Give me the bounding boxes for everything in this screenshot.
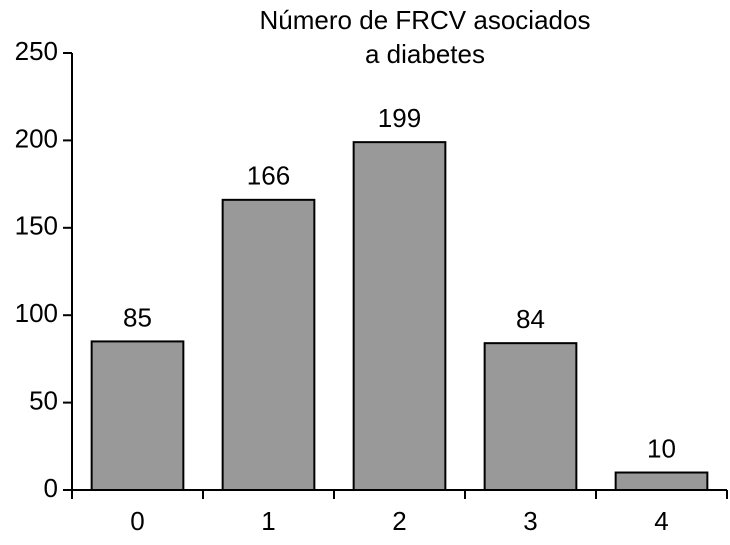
x-tick-label: 3: [523, 506, 537, 536]
chart-title: a diabetes: [365, 39, 485, 69]
value-label: 166: [247, 161, 290, 191]
bar: [614, 471, 709, 491]
x-tick-label: 1: [261, 506, 275, 536]
value-label: 84: [516, 304, 545, 334]
value-label: 199: [378, 103, 421, 133]
y-tick-label: 100: [15, 298, 58, 328]
y-tick-label: 200: [15, 123, 58, 153]
x-tick-label: 2: [392, 506, 406, 536]
value-label: 85: [123, 302, 152, 332]
y-tick-label: 250: [15, 36, 58, 66]
y-tick-label: 150: [15, 211, 58, 241]
bar: [483, 342, 578, 491]
x-tick-label: 4: [654, 506, 668, 536]
bar: [221, 198, 316, 491]
value-label: 10: [647, 433, 676, 463]
bar: [90, 340, 185, 492]
y-tick-label: 50: [29, 385, 58, 415]
y-tick-label: 0: [44, 473, 58, 503]
bar: [352, 141, 447, 491]
chart-title: Número de FRCV asociados: [260, 5, 591, 35]
x-tick-label: 0: [130, 506, 144, 536]
